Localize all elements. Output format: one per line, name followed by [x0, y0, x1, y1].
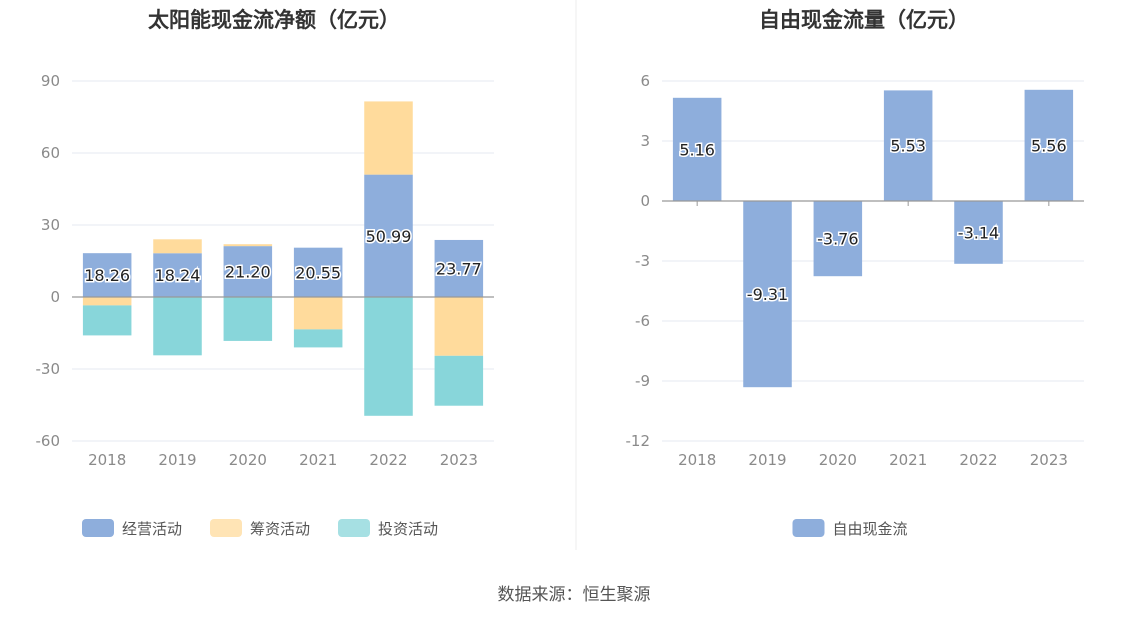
bar-投资活动-2022	[364, 297, 413, 416]
data-label: 18.26	[84, 266, 130, 285]
x-tick-label: 2022	[369, 451, 407, 469]
y-tick-label: -9	[635, 372, 650, 390]
bar-经营活动-2023	[434, 239, 484, 297]
legend-swatch-经营活动	[82, 519, 114, 537]
y-tick-label: 60	[41, 144, 60, 162]
bar-自由现金流-2023	[1024, 89, 1074, 201]
data-label: 18.24	[155, 266, 201, 285]
bar-经营活动-2021	[293, 247, 343, 297]
y-tick-label: 0	[50, 288, 60, 306]
x-tick-label: 2019	[748, 451, 786, 469]
bar-经营活动-2018	[82, 253, 132, 297]
data-source: 数据来源：恒生聚源	[497, 585, 651, 605]
data-label: 5.16	[679, 140, 715, 159]
bar-经营活动-2020	[223, 246, 273, 297]
bar-筹资活动-2018	[82, 297, 132, 306]
x-tick-label: 2022	[959, 451, 997, 469]
y-tick-label: -30	[36, 360, 61, 378]
y-tick-label: -60	[36, 432, 61, 450]
y-tick-label: -12	[626, 432, 651, 450]
x-tick-label: 2021	[889, 451, 927, 469]
x-tick-label: 2020	[229, 451, 267, 469]
data-label: 23.77	[436, 259, 482, 278]
bar-自由现金流-2018	[672, 97, 722, 201]
legend-swatch-自由现金流	[792, 519, 825, 537]
x-tick-label: 2023	[1030, 451, 1068, 469]
legend-swatch-筹资活动	[210, 519, 242, 537]
data-label: -3.14	[958, 223, 999, 242]
bar-自由现金流-2020	[813, 201, 863, 277]
bar-投资活动-2023	[434, 355, 484, 406]
data-label: 21.20	[225, 263, 271, 282]
x-tick-label: 2021	[299, 451, 337, 469]
x-tick-label: 2023	[440, 451, 478, 469]
bar-筹资活动-2021	[293, 297, 343, 330]
data-label: 5.56	[1031, 136, 1067, 155]
legend-swatch-投资活动	[338, 519, 370, 537]
cash-flow-net-chart: 太阳能现金流净额（亿元） 90 60 30 0 -30 -60 2018 2019 2020 202…	[36, 8, 494, 538]
y-tick-label: -3	[635, 252, 650, 270]
data-label: -9.31	[747, 285, 788, 304]
x-tick-label: 2018	[678, 451, 716, 469]
bar-筹资活动-2019	[153, 239, 202, 254]
bar-自由现金流-2022	[954, 201, 1003, 264]
bar-筹资活动-2020	[223, 244, 273, 247]
y-tick-label: 3	[640, 132, 650, 150]
y-tick-label: 0	[640, 192, 650, 210]
chart-title: 太阳能现金流净额（亿元）	[148, 8, 400, 32]
legend-label: 筹资活动	[250, 520, 310, 538]
x-tick-label: 2020	[819, 451, 857, 469]
bar-自由现金流-2019	[743, 201, 792, 388]
y-tick-label: -6	[635, 312, 650, 330]
bar-投资活动-2021	[293, 329, 343, 348]
data-label: 50.99	[366, 227, 412, 246]
bar-投资活动-2020	[223, 297, 273, 341]
bar-自由现金流-2021	[883, 90, 933, 201]
legend-label: 经营活动	[122, 520, 182, 538]
bar-投资活动-2019	[153, 297, 202, 356]
x-tick-label: 2018	[88, 451, 126, 469]
x-tick-label: 2019	[158, 451, 196, 469]
bar-投资活动-2018	[82, 305, 132, 336]
bar-筹资活动-2023	[434, 297, 484, 356]
bar-经营活动-2019	[153, 253, 202, 297]
bar-经营活动-2022	[364, 174, 413, 297]
y-tick-label: 30	[41, 216, 60, 234]
data-label: 20.55	[295, 263, 341, 282]
legend-label: 投资活动	[378, 520, 438, 538]
free-cash-flow-chart: 自由现金流量（亿元） 6 3 0 -3 -6 -9 -12 2018 2019 2020 2021 20…	[626, 8, 1084, 538]
data-label: -3.76	[817, 230, 858, 249]
bar-筹资活动-2022	[364, 101, 413, 175]
data-label: 5.53	[890, 137, 926, 156]
chart-title: 自由现金流量（亿元）	[759, 8, 969, 32]
y-tick-label: 6	[640, 72, 650, 90]
y-tick-label: 90	[41, 72, 60, 90]
legend-label: 自由现金流	[833, 520, 908, 538]
